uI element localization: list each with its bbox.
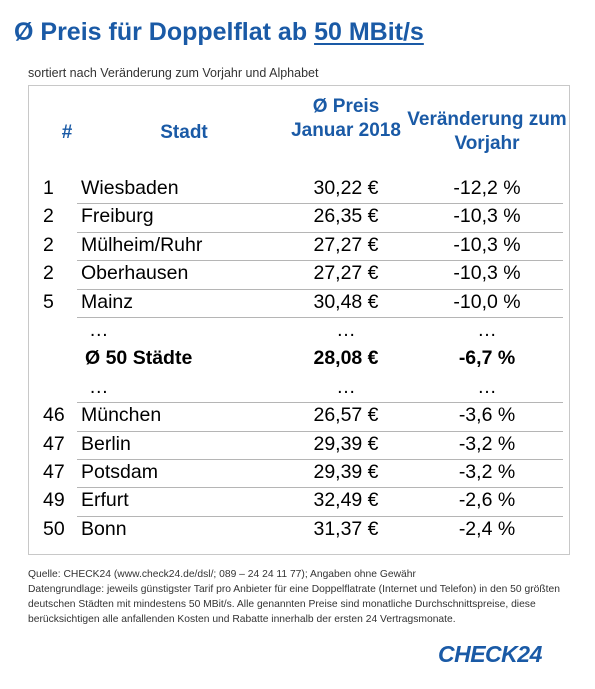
row-city: Freiburg — [81, 205, 154, 228]
row-price: 27,27 € — [313, 262, 379, 285]
row-change: -10,3 % — [453, 205, 521, 228]
row-city: München — [81, 404, 162, 427]
table-row: 5 Mainz 30,48 € -10,0 % — [29, 290, 569, 319]
row-change: -10,3 % — [453, 262, 521, 285]
data-basis-note: Datengrundlage: jeweils günstigster Tari… — [28, 584, 560, 625]
table-row: 47 Berlin 29,39 € -3,2 % — [29, 432, 569, 461]
check24-logo: CHECK24 — [438, 641, 542, 667]
row-price: 30,48 € — [313, 290, 379, 313]
title-highlight: 50 MBit/s — [314, 18, 424, 46]
row-city: Potsdam — [81, 460, 158, 483]
row-price: 31,37 € — [313, 517, 379, 540]
row-num: 47 — [43, 432, 65, 455]
row-price: 26,35 € — [313, 205, 379, 228]
row-city: Berlin — [81, 432, 131, 455]
row-change: -3,2 % — [458, 460, 516, 483]
footnote: Quelle: CHECK24 (www.check24.de/dsl/; 08… — [28, 567, 568, 627]
row-price: 28,08 € — [313, 347, 379, 370]
table-row: 1 Wiesbaden 30,22 € -12,2 % — [29, 176, 569, 205]
row-city: Oberhausen — [81, 262, 189, 285]
row-price: 32,49 € — [313, 489, 379, 512]
row-price: 26,57 € — [313, 404, 379, 427]
table-row: 2 Oberhausen 27,27 € -10,3 % — [29, 261, 569, 290]
table-row: 2 Mülheim/Ruhr 27,27 € -10,3 % — [29, 233, 569, 262]
subtitle: sortiert nach Veränderung zum Vorjahr un… — [28, 66, 319, 80]
row-price: 29,39 € — [313, 460, 379, 483]
row-change: -10,0 % — [453, 290, 521, 313]
row-change: -10,3 % — [453, 233, 521, 256]
row-city: Bonn — [81, 517, 127, 540]
row-price: 30,22 € — [313, 177, 379, 199]
header-num: # — [61, 122, 73, 143]
row-city: Erfurt — [81, 489, 129, 512]
table-row: 2 Freiburg 26,35 € -10,3 % — [29, 204, 569, 234]
table-row: 49 Erfurt 32,49 € -2,6 % — [29, 488, 569, 518]
row-change: -3,6 % — [458, 404, 516, 427]
row-num: 47 — [43, 460, 65, 483]
row-num: 50 — [43, 517, 65, 540]
row-city: Mülheim/Ruhr — [81, 233, 203, 256]
header-price: Ø Preis Januar 2018 — [291, 96, 401, 141]
table-body: 1 Wiesbaden 30,22 € -12,2 % 2 Freiburg 2… — [29, 176, 569, 545]
row-city: Ø 50 Städte — [85, 347, 193, 370]
row-change: -12,2 % — [453, 177, 521, 199]
source-note: Quelle: CHECK24 (www.check24.de/dsl/; 08… — [28, 569, 416, 580]
row-change: … — [477, 375, 497, 398]
summary-row: Ø 50 Städte 28,08 € -6,7 % — [29, 346, 569, 374]
row-num: 46 — [43, 404, 65, 427]
row-num: 1 — [43, 177, 54, 199]
ellipsis-row: … … … — [29, 375, 569, 404]
page-title: Ø Preis für Doppelflat ab 50 MBit/s — [14, 18, 424, 47]
row-num: 49 — [43, 489, 65, 512]
table-row: 50 Bonn 31,37 € -2,4 % — [29, 517, 569, 545]
row-price: … — [336, 375, 356, 398]
row-city: Mainz — [81, 290, 134, 313]
price-table: # Stadt Ø Preis Januar 2018 Veränderung … — [28, 85, 570, 555]
table-row: 47 Potsdam 29,39 € -3,2 % — [29, 460, 569, 489]
row-num: 2 — [43, 262, 54, 285]
row-price: 27,27 € — [313, 233, 379, 256]
row-change: -2,4 % — [458, 517, 516, 540]
header-city: Stadt — [160, 122, 208, 143]
row-change: -2,6 % — [458, 489, 516, 512]
header-change: Veränderung zum Vorjahr — [407, 109, 567, 154]
row-city: … — [89, 375, 109, 398]
ellipsis-row: … … … — [29, 318, 569, 346]
title-prefix: Ø Preis für Doppelflat ab — [14, 18, 315, 46]
row-city: … — [89, 318, 109, 341]
row-num: 2 — [43, 205, 54, 228]
row-num: 2 — [43, 233, 54, 256]
row-num: 5 — [43, 290, 54, 313]
row-price: 29,39 € — [313, 432, 379, 455]
row-price: … — [336, 318, 356, 341]
row-change: -6,7 % — [458, 347, 516, 370]
table-row: 46 München 26,57 € -3,6 % — [29, 403, 569, 432]
row-change: … — [477, 318, 497, 341]
row-change: -3,2 % — [458, 432, 516, 455]
row-city: Wiesbaden — [81, 177, 179, 199]
